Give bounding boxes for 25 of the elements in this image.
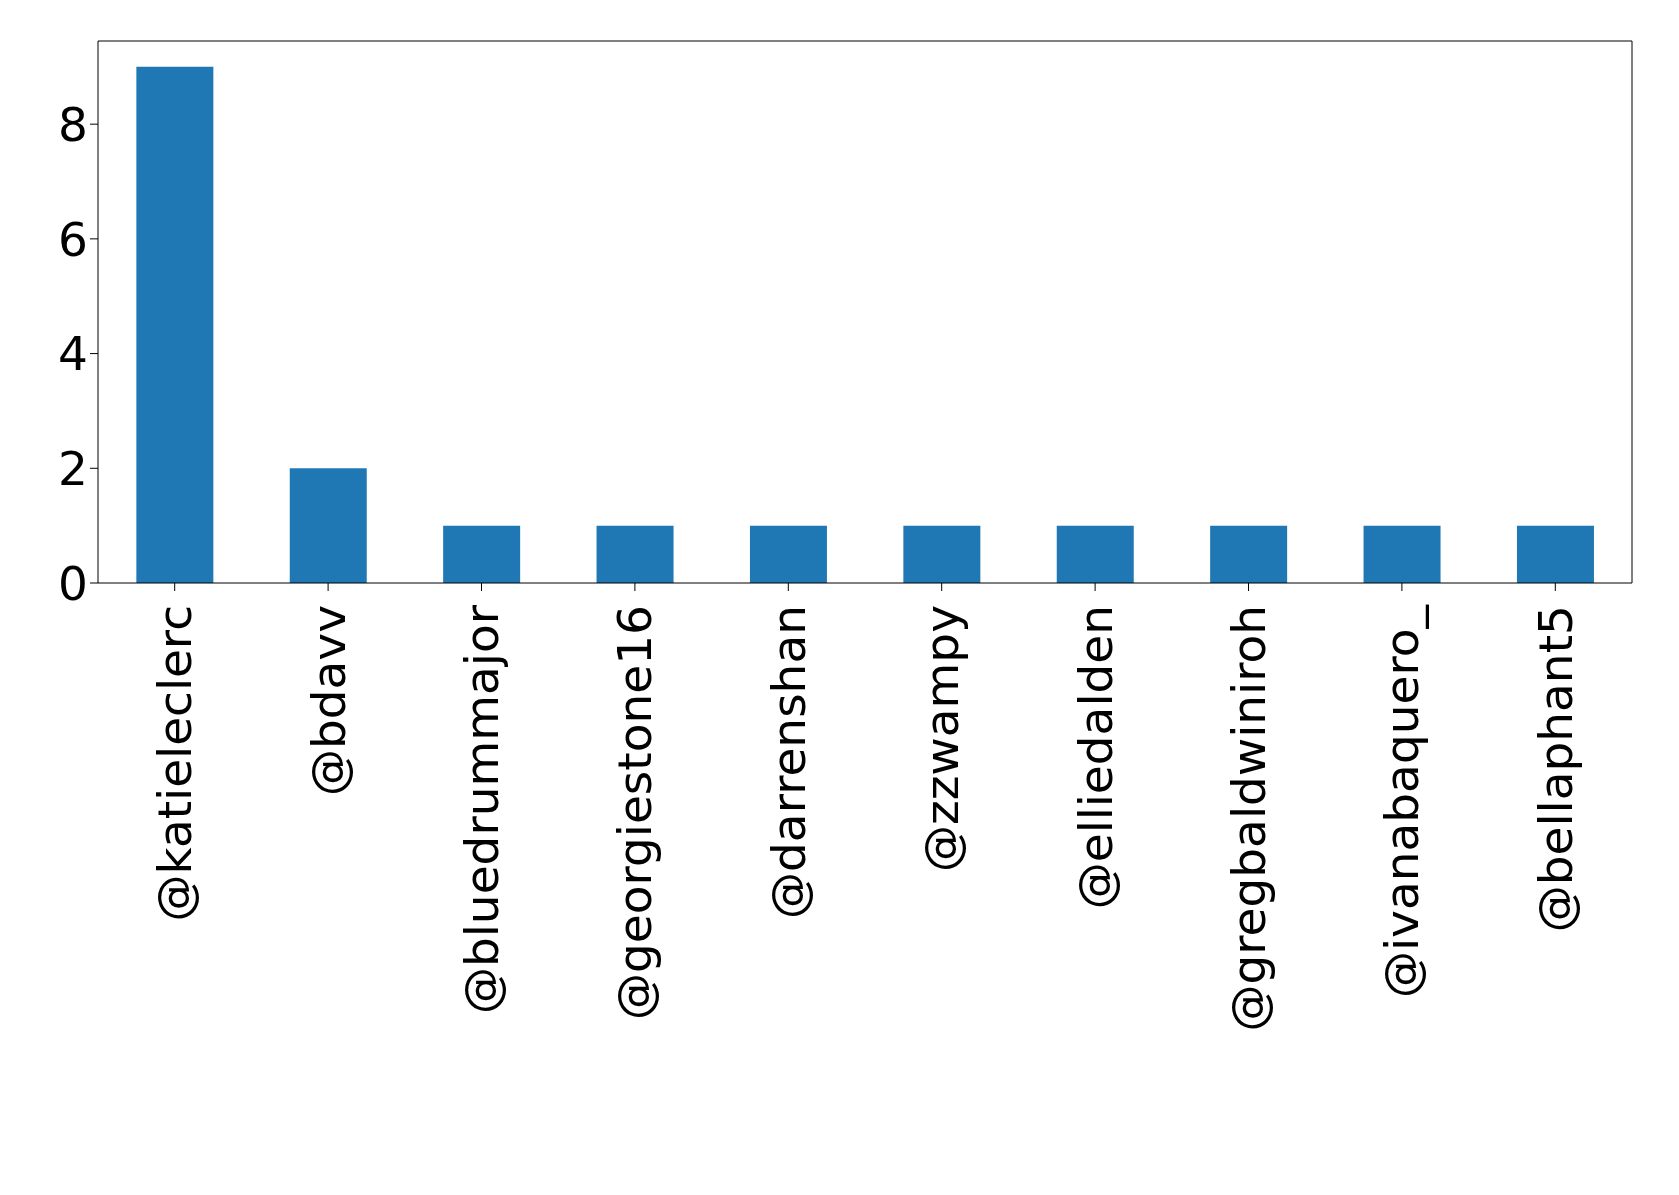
bar — [289, 468, 367, 583]
x-tick-label: @bluedrummajor — [454, 604, 509, 1015]
y-tick-label: 0 — [58, 555, 88, 611]
bar — [1516, 525, 1594, 583]
x-tick-label: @zzwampy — [914, 605, 970, 873]
x-tick-label: @katieleclerc — [147, 605, 203, 922]
x-tick-label: @darrenshan — [760, 605, 816, 919]
x-tick-label: @ivanabaquero_ — [1374, 604, 1430, 998]
y-tick-label: 2 — [58, 440, 88, 496]
y-tick-label: 8 — [58, 96, 88, 152]
bar — [136, 66, 214, 583]
x-tick-label: @bellaphant5 — [1527, 605, 1583, 933]
bar — [443, 525, 521, 583]
bar — [596, 525, 674, 583]
bar — [749, 525, 827, 583]
bar — [1210, 525, 1288, 583]
x-tick-label: @gregbaldwiniroh — [1221, 605, 1276, 1032]
bar — [903, 525, 981, 583]
y-tick-label: 4 — [58, 326, 88, 382]
bar — [1363, 525, 1441, 583]
bar — [1056, 525, 1134, 583]
x-tick-label: @elliedalden — [1067, 605, 1123, 910]
y-tick-label: 6 — [58, 211, 88, 267]
x-tick-label: @bdavv — [300, 605, 356, 797]
x-tick-label: @georgiestone16 — [607, 605, 663, 1020]
